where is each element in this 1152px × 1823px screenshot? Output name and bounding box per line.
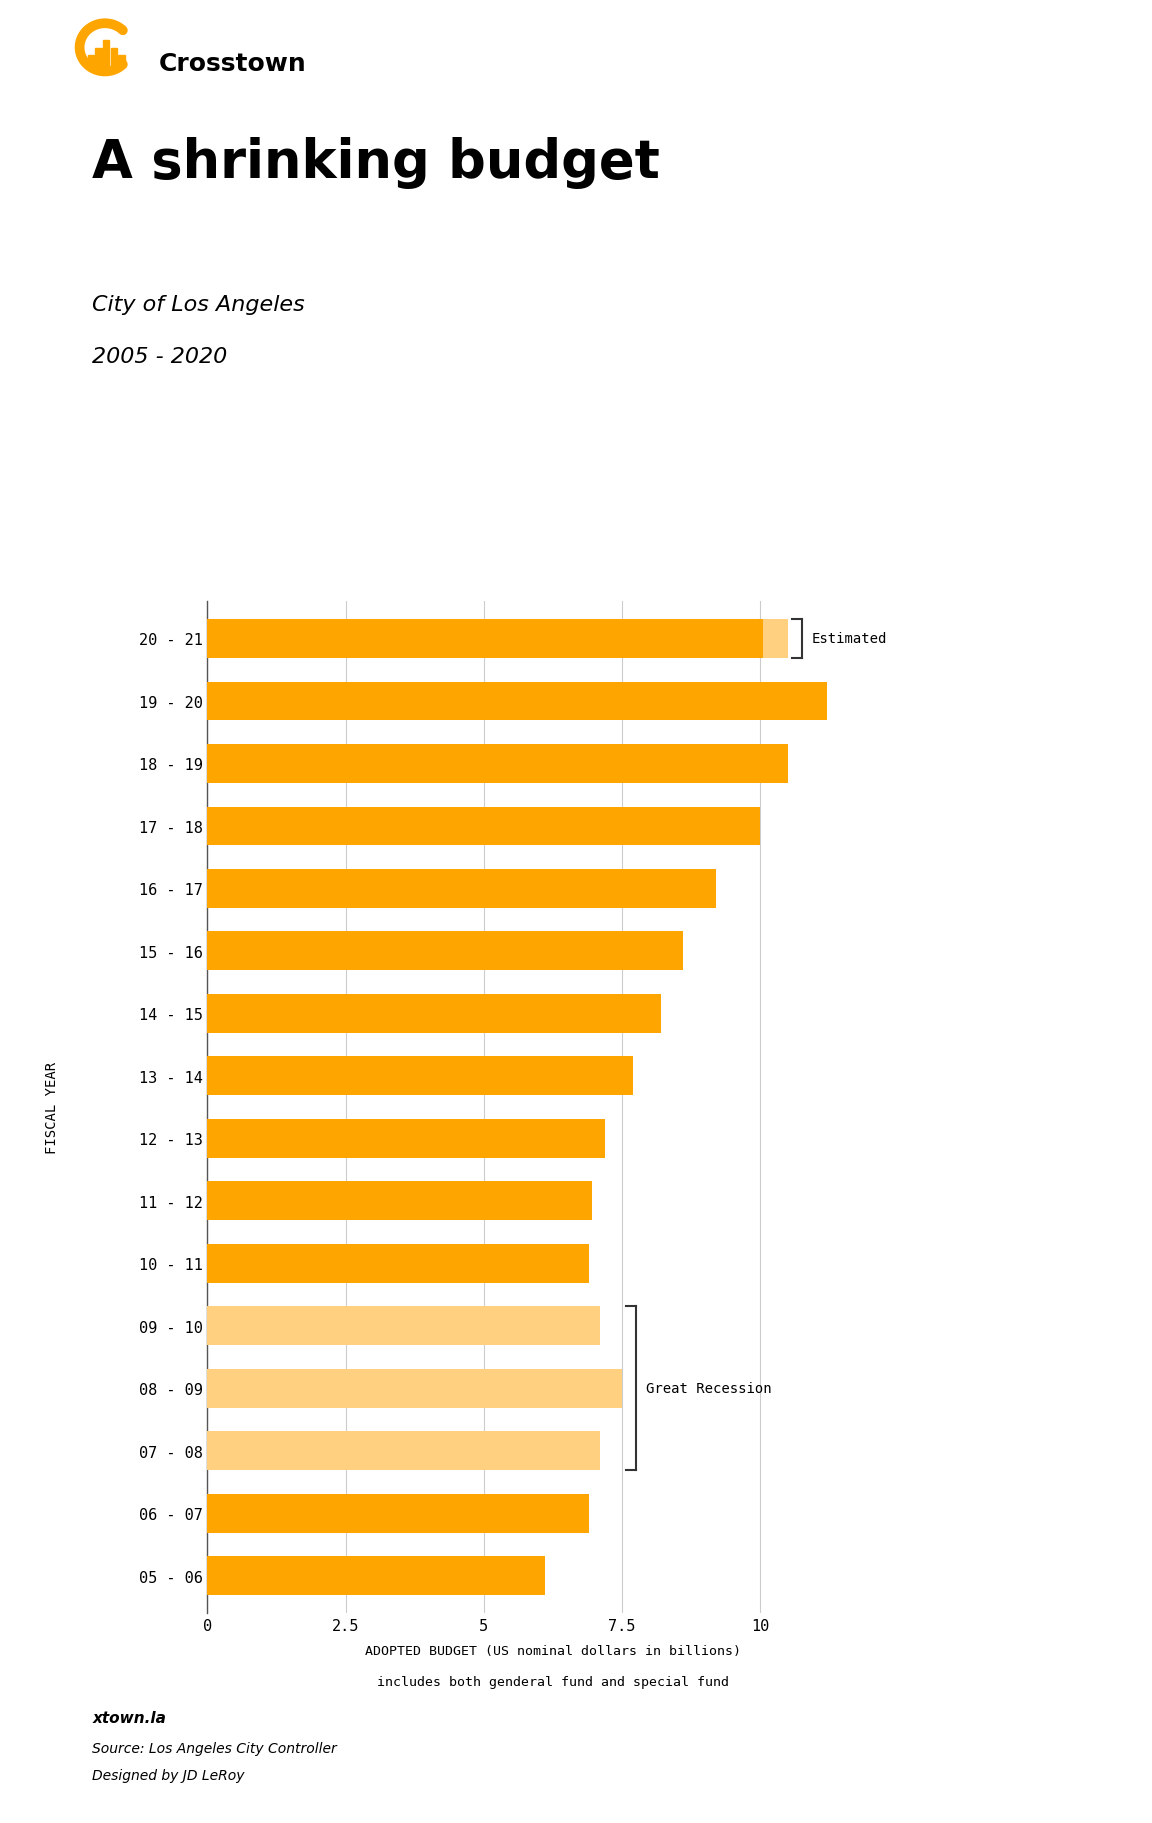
Bar <box>207 1431 600 1471</box>
Bar <box>207 1181 592 1221</box>
Bar <box>96 49 101 67</box>
Bar <box>207 1307 600 1345</box>
Text: Designed by JD LeRoy: Designed by JD LeRoy <box>92 1768 244 1783</box>
Text: Source: Los Angeles City Controller: Source: Los Angeles City Controller <box>92 1741 336 1756</box>
Text: 2005 - 2020: 2005 - 2020 <box>92 346 227 366</box>
Bar <box>207 1119 606 1158</box>
Text: City of Los Angeles: City of Los Angeles <box>92 295 305 315</box>
Bar <box>207 744 788 784</box>
Bar <box>207 1057 634 1096</box>
Bar <box>207 1369 622 1407</box>
Text: includes both genderal fund and special fund: includes both genderal fund and special … <box>377 1675 729 1688</box>
Bar <box>111 49 118 67</box>
Bar <box>207 808 760 846</box>
Text: FISCAL YEAR: FISCAL YEAR <box>45 1061 59 1154</box>
Text: Crosstown: Crosstown <box>159 51 306 77</box>
Text: ADOPTED BUDGET (US nominal dollars in billions): ADOPTED BUDGET (US nominal dollars in bi… <box>365 1644 741 1657</box>
Bar <box>763 620 788 658</box>
Bar <box>207 1245 589 1283</box>
Text: Great Recession: Great Recession <box>646 1382 772 1396</box>
Text: A shrinking budget: A shrinking budget <box>92 137 660 190</box>
Bar <box>207 682 827 720</box>
Bar <box>207 620 788 658</box>
Bar <box>207 870 717 908</box>
Bar <box>103 42 109 67</box>
Bar <box>88 57 94 67</box>
Text: xtown.la: xtown.la <box>92 1710 166 1725</box>
Bar <box>207 1557 545 1595</box>
Bar <box>119 57 124 67</box>
Bar <box>207 1495 589 1533</box>
Bar <box>207 932 683 970</box>
Text: Estimated: Estimated <box>812 633 887 645</box>
Bar <box>207 994 661 1034</box>
